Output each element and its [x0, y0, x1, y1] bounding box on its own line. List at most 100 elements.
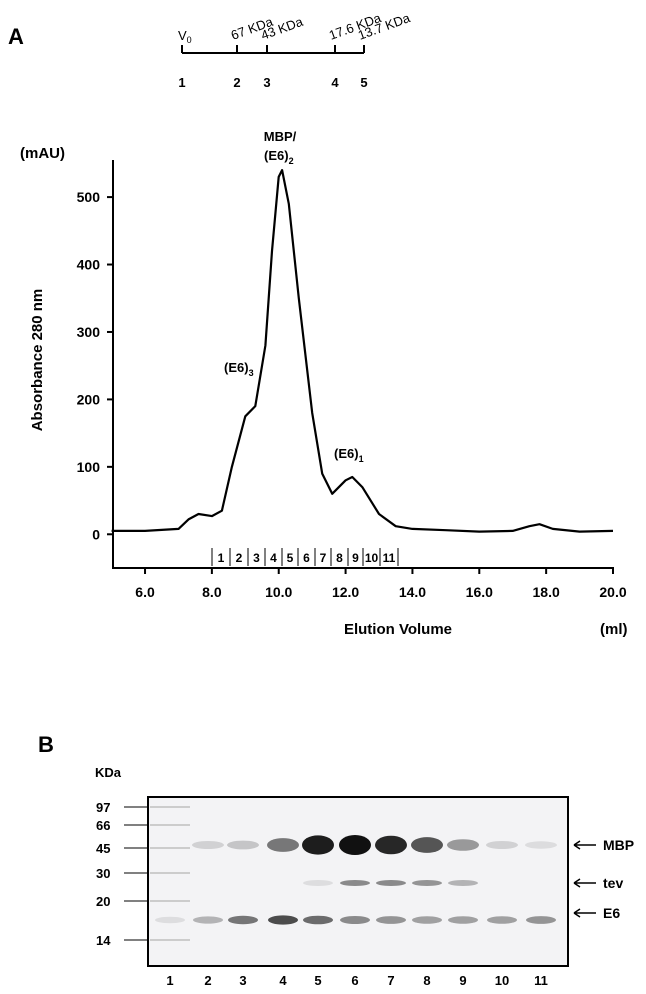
lane-label: 11: [534, 973, 548, 988]
calibration-number: 4: [331, 75, 339, 90]
y-tick-label: 200: [77, 391, 101, 407]
calibration-label: V0: [178, 28, 192, 45]
calibration-number: 5: [360, 75, 367, 90]
gel-band: [376, 916, 406, 924]
marker-label: 45: [96, 841, 110, 856]
y-tick-label: 100: [77, 459, 101, 475]
gel-band: [525, 841, 557, 849]
gel-band: [412, 880, 442, 886]
y-tick-label: 400: [77, 257, 101, 273]
x-tick-label: 14.0: [399, 584, 426, 600]
gel-band: [193, 916, 223, 924]
gel-band: [411, 837, 443, 853]
arrow: [573, 840, 596, 850]
gel-band: [487, 916, 517, 924]
x-tick-label: 12.0: [332, 584, 359, 600]
gel-band: [375, 835, 407, 855]
x-tick-label: 18.0: [533, 584, 560, 600]
marker-label: 66: [96, 818, 110, 833]
fraction-label: 9: [352, 551, 359, 565]
fraction-label: 7: [320, 551, 327, 565]
text-part: 3: [249, 368, 254, 378]
panel-letter: A: [8, 24, 24, 49]
lane-label: 2: [204, 973, 211, 988]
gel-unit: KDa: [95, 765, 122, 780]
calibration-number: 2: [233, 75, 240, 90]
y-tick-label: 300: [77, 324, 101, 340]
text-part: V: [178, 28, 187, 43]
calibration-number: 1: [178, 75, 185, 90]
gel-band: [268, 915, 298, 925]
band-label: tev: [603, 875, 623, 891]
lane-label: 7: [387, 973, 394, 988]
lane-label: 3: [239, 973, 246, 988]
lane-label: 6: [351, 973, 358, 988]
band-label: E6: [603, 905, 620, 921]
marker-label: 97: [96, 800, 110, 815]
arrow: [573, 908, 596, 918]
gel-band: [526, 916, 556, 924]
gel-band: [339, 835, 371, 855]
band-label: MBP: [603, 837, 634, 853]
text-part: 0: [187, 35, 192, 45]
x-tick-label: 6.0: [135, 584, 155, 600]
gel-band: [448, 880, 478, 886]
lane-label: 10: [495, 973, 509, 988]
marker-label: 14: [96, 933, 111, 948]
fraction-label: 2: [236, 551, 243, 565]
x-tick-label: 10.0: [265, 584, 292, 600]
gel-band: [267, 838, 299, 852]
gel-band: [340, 880, 370, 886]
text-part: (E6): [334, 446, 359, 461]
lane-label: 8: [423, 973, 430, 988]
gel-band: [228, 915, 258, 925]
gel-band: [486, 840, 518, 850]
fraction-label: 1: [218, 551, 225, 565]
calibration-number: 3: [263, 75, 270, 90]
gel-band: [412, 916, 442, 924]
gel-band: [303, 880, 333, 886]
fraction-label: 3: [253, 551, 260, 565]
panel-letter: B: [38, 732, 54, 757]
lane-label: 5: [314, 973, 321, 988]
annotation: (E6)3: [224, 360, 254, 378]
fraction-label: 8: [336, 551, 343, 565]
marker-label: 20: [96, 894, 110, 909]
text-part: (E6): [264, 148, 289, 163]
lane-label: 9: [459, 973, 466, 988]
gel-band: [192, 840, 224, 850]
y-unit: (mAU): [20, 145, 65, 162]
x-tick-label: 16.0: [466, 584, 493, 600]
gel-band: [303, 915, 333, 925]
gel-band: [155, 916, 185, 924]
y-axis-label: Absorbance 280 nm: [29, 289, 46, 432]
text-part: (E6): [224, 360, 249, 375]
annotation: (E6)1: [334, 446, 364, 464]
gel-band: [340, 916, 370, 924]
gel-band: [302, 835, 334, 855]
fraction-label: 6: [303, 551, 310, 565]
fraction-label: 4: [270, 551, 277, 565]
x-tick-label: 20.0: [599, 584, 626, 600]
annotation: (E6)2: [264, 148, 294, 166]
text-part: 1: [359, 454, 364, 464]
x-tick-label: 8.0: [202, 584, 222, 600]
fraction-label: 10: [365, 551, 379, 565]
gel-band: [227, 840, 259, 850]
data-line: [111, 169, 614, 533]
y-tick-label: 500: [77, 189, 101, 205]
lane-label: 4: [279, 973, 287, 988]
gel-band: [376, 880, 406, 886]
marker-label: 30: [96, 866, 110, 881]
x-axis-label: Elution Volume: [344, 621, 452, 638]
annotation: MBP/: [264, 129, 297, 144]
y-tick-label: 0: [92, 526, 100, 542]
lane-label: 1: [166, 973, 173, 988]
gel-band: [448, 916, 478, 924]
fraction-label: 5: [287, 551, 294, 565]
fraction-label: 11: [383, 551, 396, 565]
text-part: 2: [289, 156, 294, 166]
gel-band: [447, 839, 479, 851]
arrow: [573, 878, 596, 888]
